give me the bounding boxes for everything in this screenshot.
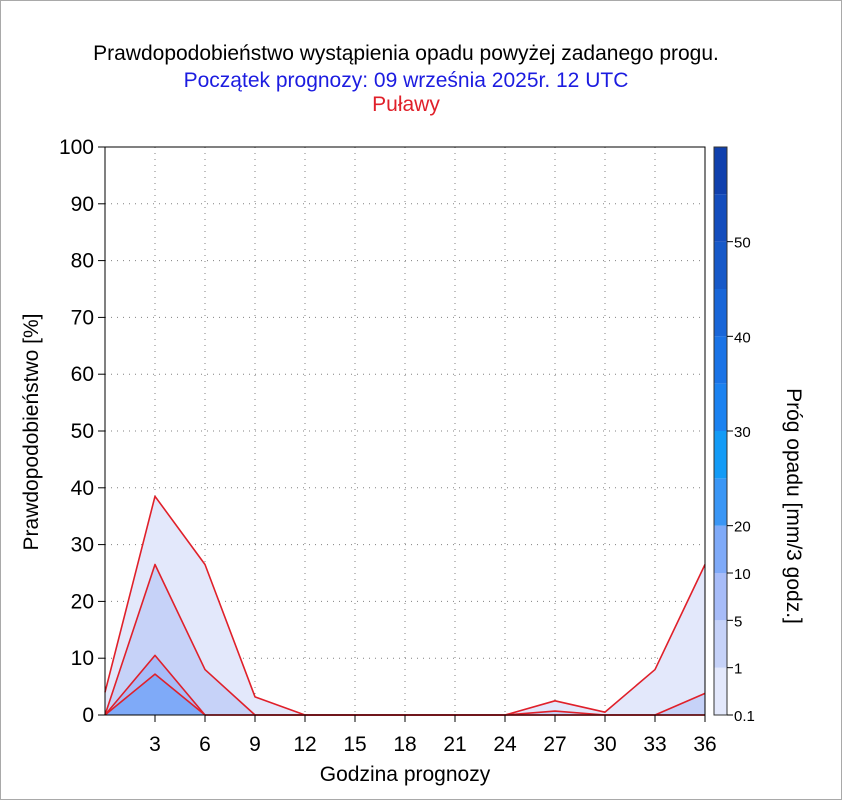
colorbar bbox=[713, 146, 728, 716]
chart-location: Puławy bbox=[372, 93, 440, 116]
colorbar-band-1 bbox=[714, 620, 727, 668]
chart-title: Prawdopodobieństwo wystąpienia opadu pow… bbox=[93, 42, 719, 65]
y-tick-label-1: 10 bbox=[71, 647, 94, 670]
x-tick-label-6: 21 bbox=[443, 733, 466, 756]
colorbar-band-0 bbox=[714, 667, 727, 715]
colorbar-tick-label-7: 50 bbox=[734, 235, 751, 252]
x-tick-label-0: 3 bbox=[149, 733, 161, 756]
colorbar-ticks: 0.1 1 5 10 20 30 40 50 bbox=[727, 235, 755, 725]
colorbar-band-11 bbox=[714, 147, 727, 195]
y-tick-label-3: 30 bbox=[71, 534, 94, 557]
colorbar-tick-label-5: 30 bbox=[734, 424, 751, 441]
y-tick-label-7: 70 bbox=[71, 306, 94, 329]
colorbar-band-9 bbox=[714, 241, 727, 289]
colorbar-tick-label-3: 10 bbox=[734, 566, 751, 583]
colorbar-band-4 bbox=[714, 478, 727, 526]
colorbar-band-7 bbox=[714, 336, 727, 384]
y-tick-label-5: 50 bbox=[71, 420, 94, 443]
x-tick-label-1: 6 bbox=[199, 733, 211, 756]
y-tick-label-8: 80 bbox=[71, 250, 94, 273]
area-fills bbox=[105, 496, 705, 715]
colorbar-tick-label-2: 5 bbox=[734, 613, 742, 630]
x-axis-label: Godzina prognozy bbox=[320, 763, 491, 786]
x-tick-label-11: 36 bbox=[693, 733, 716, 756]
x-tick-label-9: 30 bbox=[593, 733, 616, 756]
y-axis-label: Prawdopodobieństwo [%] bbox=[20, 314, 43, 551]
y-tick-label-2: 20 bbox=[71, 590, 94, 613]
x-tick-label-7: 24 bbox=[493, 733, 517, 756]
y-tick-label-6: 60 bbox=[71, 363, 94, 386]
y-tick-label-10: 100 bbox=[59, 136, 94, 159]
x-axis-ticks: 3 6 9 12 15 18 21 24 27 30 33 36 bbox=[149, 715, 717, 756]
colorbar-band-8 bbox=[714, 289, 727, 337]
y-tick-label-0: 0 bbox=[82, 704, 94, 727]
x-tick-label-4: 15 bbox=[343, 733, 366, 756]
chart-subtitle: Początek prognozy: 09 września 2025r. 12… bbox=[183, 69, 629, 92]
colorbar-label: Próg opadu [mm/3 godz.] bbox=[782, 388, 805, 624]
colorbar-tick-label-0: 0.1 bbox=[734, 708, 755, 725]
colorbar-band-2 bbox=[714, 573, 727, 621]
x-tick-label-3: 12 bbox=[293, 733, 316, 756]
x-tick-label-2: 9 bbox=[249, 733, 261, 756]
x-tick-label-8: 27 bbox=[543, 733, 566, 756]
colorbar-band-10 bbox=[714, 194, 727, 242]
x-tick-label-10: 33 bbox=[643, 733, 666, 756]
y-tick-label-4: 40 bbox=[71, 477, 94, 500]
colorbar-tick-label-6: 40 bbox=[734, 329, 751, 346]
y-tick-label-9: 90 bbox=[71, 193, 94, 216]
colorbar-tick-label-4: 20 bbox=[734, 519, 751, 536]
x-tick-label-5: 18 bbox=[393, 733, 416, 756]
colorbar-tick-label-1: 1 bbox=[734, 661, 742, 678]
colorbar-band-3 bbox=[714, 525, 727, 573]
area-threshold-3 bbox=[105, 674, 705, 715]
colorbar-band-6 bbox=[714, 383, 727, 431]
y-axis-ticks: 0 10 20 30 40 50 60 70 80 90 100 bbox=[59, 136, 105, 727]
colorbar-band-5 bbox=[714, 431, 727, 479]
